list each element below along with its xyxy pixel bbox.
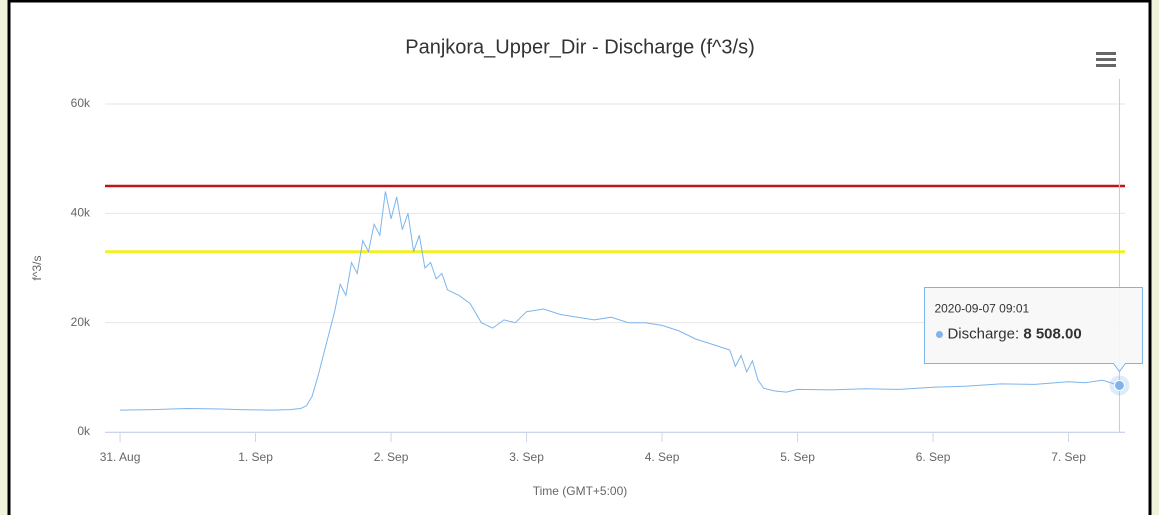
x-tick-label: 6. Sep: [916, 450, 951, 464]
series-line: [120, 191, 1120, 411]
tooltip-box: [923, 286, 1143, 373]
x-tick-label: 1. Sep: [238, 450, 273, 464]
hover-marker: [1113, 379, 1125, 391]
x-tick-label: 4. Sep: [645, 450, 680, 464]
y-tick-label: 40k: [71, 206, 91, 220]
x-tick-label: 3. Sep: [509, 450, 544, 464]
tooltip-value: 8 508.00: [1023, 325, 1081, 342]
frame: [7, 0, 1152, 515]
y-axis-title: f^3/s: [30, 256, 44, 281]
tooltip-date: 2020-09-07 09:01: [934, 302, 1029, 316]
x-tick-label: 31. Aug: [100, 450, 141, 464]
tooltip-series: Discharge: [947, 325, 1015, 342]
x-tick-label: 2. Sep: [374, 450, 409, 464]
menu-bar: [1096, 58, 1116, 61]
chart-title: Panjkora_Upper_Dir - Discharge (f^3/s): [405, 36, 755, 58]
tooltip-line: Discharge: 8 508.00: [947, 325, 1081, 342]
y-tick-label: 60k: [71, 96, 91, 110]
y-tick-label: 0k: [77, 424, 91, 438]
x-tick-label: 5. Sep: [780, 450, 815, 464]
y-tick-label: 20k: [71, 315, 91, 329]
tooltip-sep: :: [1015, 325, 1023, 342]
menu-bar: [1096, 64, 1116, 67]
x-tick-label: 7. Sep: [1051, 450, 1086, 464]
x-axis-title: Time (GMT+5:00): [533, 484, 628, 498]
menu-button[interactable]: [1096, 52, 1116, 67]
tooltip: 2020-09-07 09:01 Discharge: 8 508.00: [923, 286, 1143, 373]
menu-bar: [1096, 52, 1116, 55]
tooltip-dot: [935, 330, 943, 338]
